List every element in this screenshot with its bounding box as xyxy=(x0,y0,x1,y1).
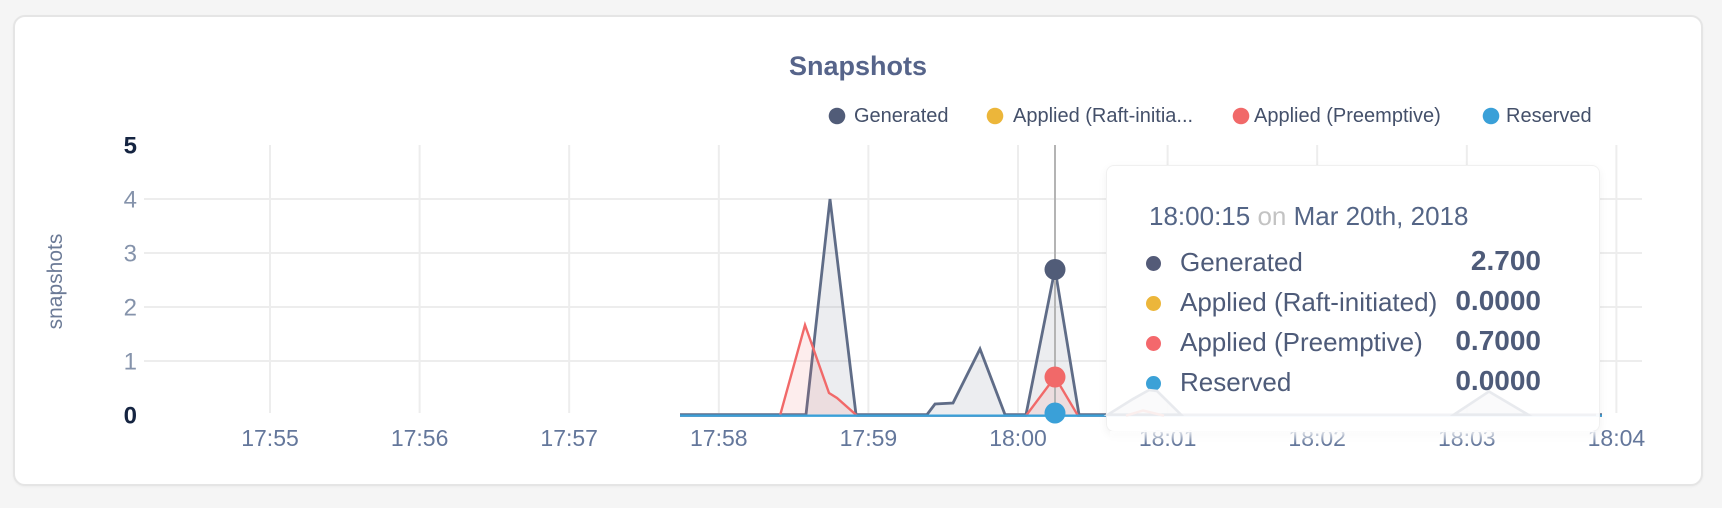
svg-text:18:00: 18:00 xyxy=(989,425,1047,451)
svg-text:17:59: 17:59 xyxy=(840,425,898,451)
svg-text:2: 2 xyxy=(124,295,137,322)
svg-text:1: 1 xyxy=(124,349,137,376)
svg-text:17:55: 17:55 xyxy=(241,425,299,451)
svg-text:17:57: 17:57 xyxy=(540,425,598,451)
svg-text:Reserved: Reserved xyxy=(1506,105,1592,127)
svg-text:snapshots: snapshots xyxy=(44,234,67,330)
svg-text:3: 3 xyxy=(124,241,137,268)
svg-text:Snapshots: Snapshots xyxy=(789,51,927,81)
svg-text:Applied (Preemptive): Applied (Preemptive) xyxy=(1254,105,1441,127)
svg-text:4: 4 xyxy=(124,187,137,214)
svg-text:Applied (Raft-initia...: Applied (Raft-initia... xyxy=(1013,105,1193,127)
svg-text:17:56: 17:56 xyxy=(391,425,449,451)
svg-text:5: 5 xyxy=(124,133,137,160)
svg-text:0: 0 xyxy=(124,403,137,430)
svg-text:Generated: Generated xyxy=(854,105,949,127)
svg-text:17:58: 17:58 xyxy=(690,425,748,451)
